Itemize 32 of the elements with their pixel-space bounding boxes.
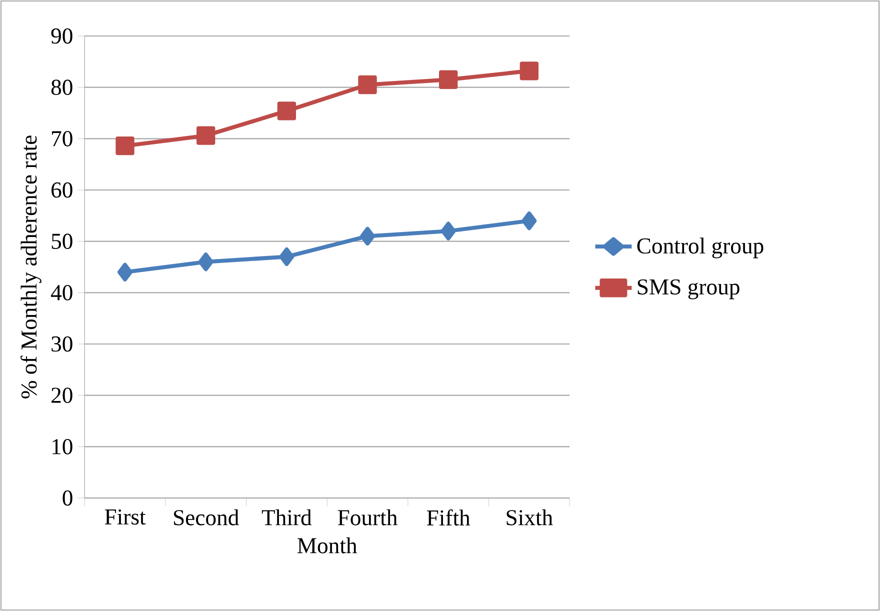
x-tick-label: Fifth — [426, 509, 470, 526]
y-tick-label: 30 — [52, 336, 72, 352]
y-tick-label: 40 — [50, 285, 72, 300]
point — [198, 252, 214, 272]
y-tick-label: 90 — [51, 28, 72, 44]
y-tick-label: 50 — [52, 234, 72, 249]
point — [440, 222, 456, 240]
point — [439, 70, 458, 89]
point — [116, 136, 134, 156]
legend-label: Control group — [637, 238, 764, 258]
x-tick-label: First — [104, 509, 146, 525]
y-tick-label: 80 — [51, 80, 72, 95]
y-axis-title: % of Monthly adherence rate — [20, 136, 42, 398]
y-tick-label: 0 — [62, 490, 72, 506]
point — [196, 126, 216, 145]
y-tick-label: 10 — [52, 439, 72, 454]
y-tick-label: 70 — [52, 131, 72, 146]
point — [360, 226, 376, 246]
point — [279, 247, 294, 266]
y-tick-label: 60 — [52, 182, 72, 198]
legend-label: SMS group — [638, 279, 740, 300]
point — [118, 262, 133, 282]
point — [520, 62, 539, 80]
point — [277, 102, 296, 120]
x-tick-label: Sixth — [506, 509, 553, 526]
x-tick-label: Fourth — [338, 509, 398, 526]
x-tick-label: Third — [262, 509, 312, 526]
x-axis-title: Month — [298, 537, 358, 554]
point — [522, 211, 537, 230]
y-tick-label: 20 — [52, 388, 72, 403]
point — [358, 75, 377, 94]
x-tick-label: Second — [174, 509, 239, 526]
